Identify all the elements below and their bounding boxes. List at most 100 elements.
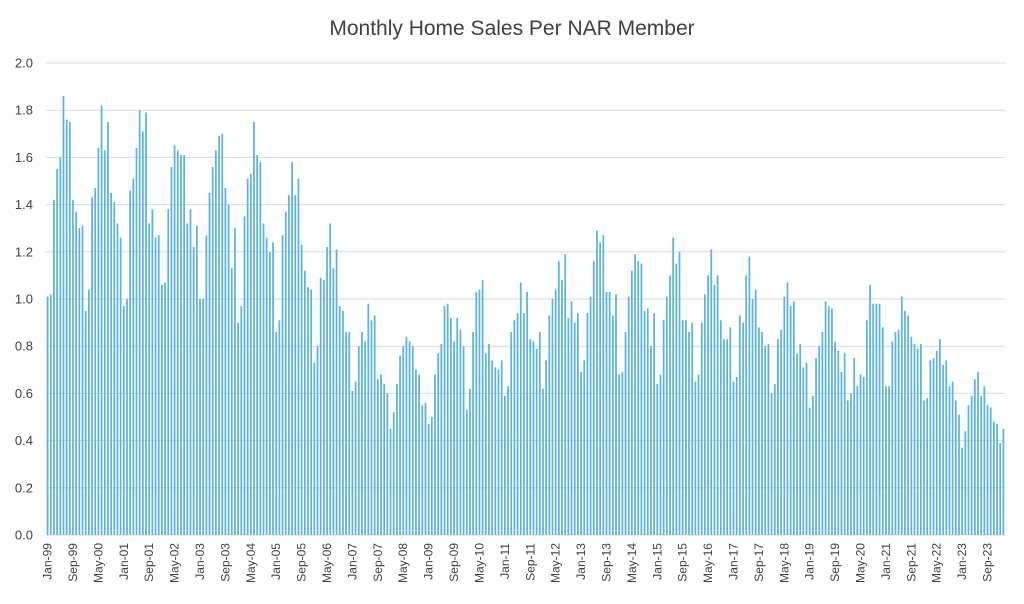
bar — [59, 157, 62, 535]
bar — [107, 122, 109, 535]
bar — [964, 431, 967, 535]
bar — [297, 178, 300, 535]
bar — [141, 131, 144, 535]
bar — [564, 254, 567, 535]
bar — [94, 188, 97, 535]
bar — [380, 374, 382, 535]
bar — [589, 296, 592, 535]
bar — [602, 235, 605, 535]
x-tick-label: Jan-09 — [422, 543, 436, 580]
bar — [243, 216, 246, 535]
bar — [786, 282, 789, 535]
bar — [935, 350, 938, 535]
bar — [761, 332, 763, 535]
x-tick-label: May-22 — [930, 543, 944, 583]
bar — [278, 320, 281, 535]
bar — [119, 237, 122, 535]
bar — [608, 291, 611, 535]
bar — [180, 155, 182, 536]
bar — [678, 251, 681, 536]
bar — [551, 299, 554, 535]
bar — [596, 230, 598, 535]
bar — [923, 400, 925, 535]
y-tick-label: 0.0 — [15, 528, 33, 543]
bar — [704, 294, 706, 535]
bar — [675, 263, 678, 535]
bar — [792, 301, 795, 535]
bar — [907, 315, 910, 535]
bar — [916, 348, 919, 535]
x-tick-label: May-08 — [396, 543, 410, 583]
bar — [659, 374, 662, 535]
bar — [167, 209, 170, 535]
bar — [669, 275, 671, 535]
bar — [697, 374, 700, 535]
bar — [929, 360, 932, 535]
bar — [611, 315, 614, 535]
bar — [205, 235, 208, 535]
bar — [869, 284, 871, 535]
bar — [383, 383, 386, 535]
x-tick-label: Jan-21 — [879, 543, 893, 580]
bar — [456, 317, 459, 535]
bar — [78, 228, 81, 535]
bar — [827, 306, 830, 535]
bar — [211, 166, 214, 535]
bar — [859, 374, 862, 535]
bar — [484, 353, 487, 535]
bar — [488, 343, 490, 535]
bar — [789, 306, 792, 535]
bar — [875, 303, 878, 535]
bar — [186, 223, 189, 536]
bar — [684, 320, 687, 535]
bar — [332, 268, 335, 535]
bar — [421, 405, 424, 535]
bar — [967, 405, 970, 535]
bar — [138, 110, 141, 535]
bar — [519, 282, 522, 535]
bar — [215, 150, 217, 535]
y-tick-label: 0.4 — [15, 433, 33, 448]
bar — [529, 339, 532, 535]
bar — [329, 223, 332, 536]
bar — [91, 197, 93, 535]
x-tick-label: May-10 — [472, 543, 486, 583]
bar — [977, 372, 979, 535]
bar — [808, 407, 811, 535]
bar — [459, 329, 462, 535]
bar — [716, 275, 719, 535]
y-tick-label: 0.2 — [15, 480, 33, 495]
bar — [831, 308, 833, 535]
x-tick-label: Sep-11 — [523, 543, 537, 581]
bar — [411, 346, 414, 535]
bar — [900, 296, 903, 535]
bar — [958, 414, 960, 535]
bar — [662, 320, 665, 535]
bar — [748, 256, 751, 535]
x-tick-label: Sep-17 — [752, 543, 766, 582]
x-tick-label: May-14 — [625, 543, 639, 583]
bar — [993, 421, 995, 535]
bar — [942, 365, 944, 535]
bar — [53, 199, 55, 535]
bar — [637, 261, 640, 535]
y-tick-label: 0.6 — [15, 386, 33, 401]
bar — [475, 291, 478, 535]
bar — [802, 367, 805, 535]
bar — [796, 353, 798, 535]
bar — [691, 322, 694, 535]
bar — [437, 353, 440, 535]
bar — [535, 348, 538, 535]
bar — [307, 287, 309, 535]
bar — [478, 289, 481, 535]
bar — [894, 332, 897, 535]
bar — [357, 346, 360, 535]
bar — [262, 223, 265, 536]
bar — [189, 209, 192, 535]
bar — [221, 133, 224, 536]
bar — [68, 122, 71, 535]
bar — [1002, 428, 1005, 535]
bar — [665, 296, 668, 535]
bar — [246, 178, 249, 535]
